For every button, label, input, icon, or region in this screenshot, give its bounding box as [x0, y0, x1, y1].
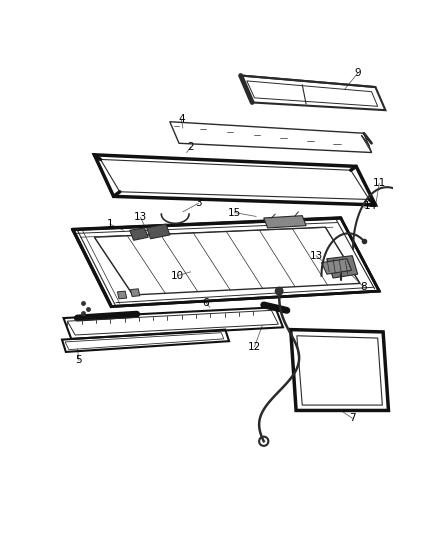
- Polygon shape: [131, 289, 140, 296]
- Text: 14: 14: [364, 201, 377, 212]
- Text: 11: 11: [373, 179, 386, 188]
- Text: 2: 2: [187, 142, 194, 152]
- Text: 7: 7: [349, 413, 356, 423]
- Text: 13: 13: [134, 212, 147, 222]
- Text: 3: 3: [195, 198, 201, 208]
- Text: 6: 6: [203, 297, 209, 308]
- Text: 1: 1: [106, 219, 113, 229]
- Polygon shape: [117, 291, 127, 299]
- Text: 12: 12: [248, 342, 261, 352]
- Polygon shape: [130, 228, 148, 240]
- Text: 8: 8: [360, 282, 367, 292]
- Text: 9: 9: [354, 68, 361, 78]
- Circle shape: [276, 287, 283, 295]
- Text: 5: 5: [76, 356, 82, 366]
- Polygon shape: [327, 256, 358, 278]
- Polygon shape: [321, 259, 352, 274]
- Text: 4: 4: [178, 115, 185, 124]
- Text: 10: 10: [171, 271, 184, 281]
- Polygon shape: [147, 224, 170, 239]
- Polygon shape: [264, 216, 306, 228]
- Text: 13: 13: [310, 251, 323, 261]
- Text: 15: 15: [228, 207, 241, 217]
